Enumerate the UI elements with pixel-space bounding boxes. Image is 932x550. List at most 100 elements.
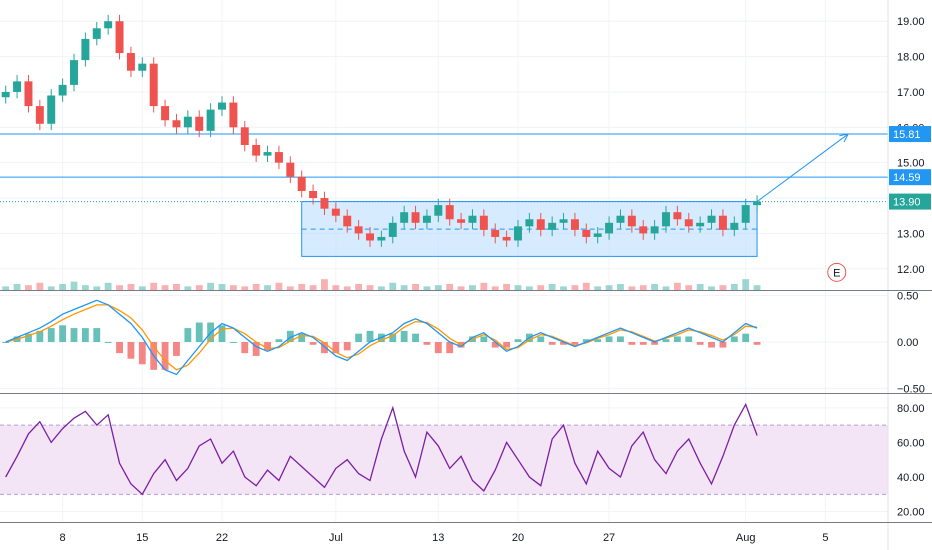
price-candle[interactable] xyxy=(354,226,363,234)
price-candle[interactable] xyxy=(115,21,124,54)
volume-bar xyxy=(93,286,101,290)
rsi-line[interactable] xyxy=(5,402,758,496)
volume-bar xyxy=(25,285,32,290)
price-candle[interactable] xyxy=(502,236,511,241)
price-candle[interactable] xyxy=(195,116,204,131)
price-candle[interactable] xyxy=(126,53,135,71)
price-candle[interactable] xyxy=(616,215,625,223)
price-candle[interactable] xyxy=(138,63,147,71)
price-candle[interactable] xyxy=(422,215,431,223)
price-candle[interactable] xyxy=(457,219,466,223)
price-candle[interactable] xyxy=(525,219,534,227)
macd-histogram-bar xyxy=(582,339,590,342)
price-candle[interactable] xyxy=(47,95,56,124)
macd-line[interactable] xyxy=(5,299,758,376)
time-tick-label: 5 xyxy=(822,532,828,544)
price-candle[interactable] xyxy=(468,215,477,223)
price-candle[interactable] xyxy=(377,236,386,241)
price-candle[interactable] xyxy=(286,162,295,177)
price-candle[interactable] xyxy=(718,215,727,230)
price-candle[interactable] xyxy=(559,219,568,223)
price-candle[interactable] xyxy=(149,63,158,107)
price-candle[interactable] xyxy=(479,215,488,230)
price-candle[interactable] xyxy=(320,198,329,209)
rsi-band xyxy=(0,425,888,495)
volume-bar xyxy=(241,286,249,290)
price-panel[interactable]: E xyxy=(0,14,888,290)
price-candle[interactable] xyxy=(35,106,44,124)
time-tick-label: Jul xyxy=(329,532,343,544)
price-candle[interactable] xyxy=(343,215,352,227)
price-candle[interactable] xyxy=(274,152,283,163)
price-candle[interactable] xyxy=(309,190,318,199)
price-candle[interactable] xyxy=(741,205,750,223)
price-tag-14.59[interactable] xyxy=(889,169,931,186)
price-candle[interactable] xyxy=(605,222,614,234)
price-candle[interactable] xyxy=(172,120,181,128)
price-candle[interactable] xyxy=(229,102,238,128)
price-candle[interactable] xyxy=(1,91,10,98)
volume-bar xyxy=(309,285,317,290)
price-candle[interactable] xyxy=(366,233,374,241)
price-candle[interactable] xyxy=(639,226,648,234)
price-candle[interactable] xyxy=(536,219,545,230)
price-candle[interactable] xyxy=(491,229,500,237)
price-candle[interactable] xyxy=(161,106,170,121)
price-candle[interactable] xyxy=(514,226,522,241)
price-candle[interactable] xyxy=(662,212,670,227)
price-candle[interactable] xyxy=(673,212,682,220)
price-candle[interactable] xyxy=(70,60,78,85)
price-candle[interactable] xyxy=(445,205,454,220)
price-candle[interactable] xyxy=(627,215,636,227)
price-candle[interactable] xyxy=(411,212,420,223)
price-candle[interactable] xyxy=(92,28,101,39)
price-candle[interactable] xyxy=(206,109,215,131)
macd-histogram-bar xyxy=(161,342,169,370)
price-tick-label: 17.00 xyxy=(897,87,925,99)
price-tag-13.90[interactable] xyxy=(889,193,931,210)
macd-signal-line[interactable] xyxy=(5,304,758,371)
projection-arrow-line[interactable] xyxy=(756,133,849,202)
macd-histogram-bar xyxy=(491,342,499,348)
price-candle[interactable] xyxy=(297,176,306,191)
price-candle[interactable] xyxy=(263,152,272,156)
price-candle[interactable] xyxy=(183,116,192,128)
macd-panel[interactable] xyxy=(2,299,761,376)
volume-bar xyxy=(617,284,624,290)
price-candle[interactable] xyxy=(400,212,409,223)
volume-bar xyxy=(389,282,397,290)
price-candle[interactable] xyxy=(388,222,397,237)
price-candle[interactable] xyxy=(730,222,739,230)
earnings-event-icon[interactable] xyxy=(827,262,847,282)
volume-bar xyxy=(116,285,123,290)
price-tag-text: 13.90 xyxy=(893,197,921,209)
price-candle[interactable] xyxy=(593,233,602,237)
price-candle[interactable] xyxy=(218,102,226,110)
price-candle[interactable] xyxy=(434,205,443,216)
price-candle[interactable] xyxy=(684,219,693,227)
macd-histogram-bar xyxy=(594,339,602,342)
price-candle[interactable] xyxy=(582,229,591,237)
price-candle[interactable] xyxy=(707,215,716,223)
price-candle[interactable] xyxy=(650,226,659,234)
volume-bar xyxy=(537,285,545,290)
price-candle[interactable] xyxy=(696,222,705,227)
price-candle[interactable] xyxy=(240,127,249,145)
price-candle[interactable] xyxy=(570,219,579,230)
price-candle[interactable] xyxy=(13,81,22,92)
price-candle[interactable] xyxy=(24,81,33,107)
price-candle[interactable] xyxy=(104,21,113,29)
macd-histogram-bar xyxy=(275,339,283,342)
rsi-panel[interactable] xyxy=(0,402,888,496)
macd-histogram-bar xyxy=(617,336,624,342)
volume-bar xyxy=(594,286,602,290)
price-candle[interactable] xyxy=(331,208,340,216)
price-candle[interactable] xyxy=(58,84,67,96)
price-candle[interactable] xyxy=(81,38,90,61)
price-candle[interactable] xyxy=(753,201,762,206)
price-candle[interactable] xyxy=(252,145,261,156)
price-candle[interactable] xyxy=(548,222,557,230)
macd-histogram-bar xyxy=(218,325,226,342)
price-tag-15.81[interactable] xyxy=(889,126,931,143)
